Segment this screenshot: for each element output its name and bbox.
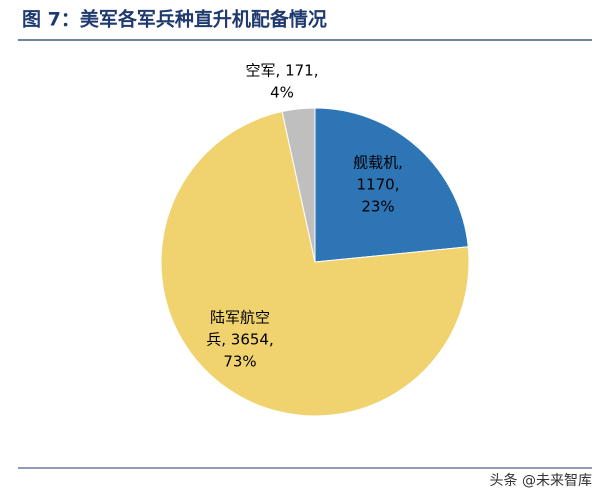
data-label: 1170, [357, 176, 400, 194]
data-label: 兵, 3654, [206, 331, 273, 349]
data-label: 陆军航空 [210, 309, 270, 327]
pie-slice [314, 107, 469, 263]
chart-title: 图 7：美军各军兵种直升机配备情况 [22, 8, 327, 31]
data-label: 空军, 171, [246, 62, 319, 80]
data-label: 4% [270, 84, 294, 102]
pie-slice [281, 107, 316, 263]
data-label: 73% [223, 353, 256, 371]
watermark: 头条 @未来智库 [490, 472, 592, 489]
data-label: 舰载机, [353, 154, 403, 172]
pie-slice [160, 110, 470, 417]
data-label: 23% [361, 198, 394, 216]
